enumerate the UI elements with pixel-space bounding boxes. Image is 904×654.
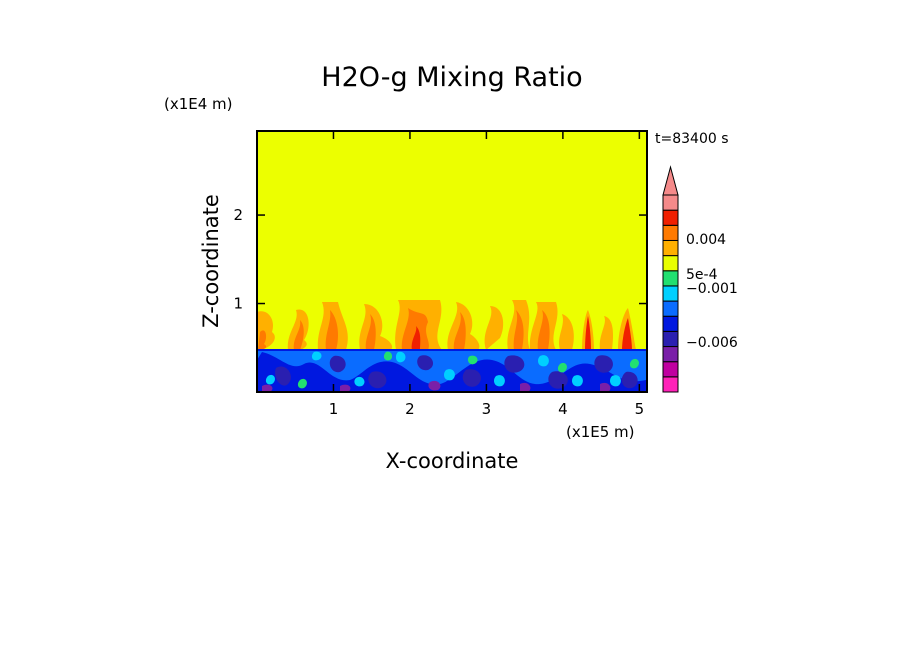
plume-core bbox=[365, 314, 376, 350]
y-tick-label: 1 bbox=[233, 295, 243, 313]
plume-core bbox=[258, 330, 267, 350]
x-tick-label: 3 bbox=[482, 400, 492, 418]
time-label: t=83400 s bbox=[655, 131, 729, 147]
colorbar-swatch bbox=[662, 285, 679, 302]
boundary-eddy bbox=[297, 351, 639, 389]
plume-core bbox=[513, 310, 524, 350]
plot-frame bbox=[256, 130, 648, 393]
colorbar-swatch bbox=[662, 239, 679, 257]
plume-core bbox=[293, 320, 304, 350]
plume-layer bbox=[257, 300, 636, 350]
chart-title: H2O-g Mixing Ratio bbox=[321, 62, 582, 93]
colorbar-label: 5e-4 bbox=[686, 267, 718, 283]
plume bbox=[287, 309, 309, 350]
y-axis: 12 bbox=[233, 206, 647, 313]
plume bbox=[599, 316, 614, 350]
plume-core bbox=[585, 316, 591, 350]
colorbar-swatch bbox=[662, 300, 679, 317]
plume-core bbox=[622, 318, 632, 350]
colorbar-swatch bbox=[662, 346, 679, 363]
plume bbox=[484, 306, 504, 350]
colorbar-swatch bbox=[662, 361, 679, 378]
colorbar-label: −0.006 bbox=[686, 335, 738, 351]
plume-core bbox=[401, 308, 429, 350]
colorbar-extend bbox=[662, 165, 679, 196]
x-tick-label: 1 bbox=[329, 400, 339, 418]
colorbar-swatch bbox=[662, 376, 679, 393]
colorbar-swatch bbox=[662, 209, 679, 226]
colorbar: 0.004 5e-4−0.001 −0.006 bbox=[662, 165, 738, 393]
colorbar-swatch bbox=[662, 315, 679, 332]
colorbar-label: −0.001 bbox=[686, 281, 738, 297]
colorbar-swatch bbox=[662, 270, 679, 287]
y-tick-label: 2 bbox=[233, 206, 243, 224]
plume-core bbox=[537, 310, 550, 350]
y-axis-label: Z-coordinate bbox=[199, 194, 223, 328]
plume-core bbox=[325, 310, 338, 350]
plume-core bbox=[411, 326, 421, 350]
x-tick-label: 5 bbox=[635, 400, 645, 418]
colorbar-swatch bbox=[662, 330, 679, 348]
colorbar-swatch bbox=[662, 194, 679, 211]
x-scale-label: (x1E5 m) bbox=[566, 423, 635, 441]
plot-area bbox=[257, 131, 647, 392]
colorbar-label: 0.004 bbox=[686, 232, 726, 248]
plume-core bbox=[453, 312, 466, 350]
colorbar-swatch bbox=[662, 224, 679, 241]
boundary-eddy bbox=[262, 380, 611, 392]
y-scale-label: (x1E4 m) bbox=[164, 95, 233, 113]
x-tick-label: 2 bbox=[405, 400, 415, 418]
x-axis-label: X-coordinate bbox=[386, 449, 519, 473]
boundary-eddy bbox=[275, 355, 638, 389]
boundary-layer bbox=[257, 349, 647, 392]
colorbar-swatch bbox=[662, 255, 679, 272]
boundary-eddy bbox=[257, 352, 646, 392]
x-tick-label: 4 bbox=[558, 400, 568, 418]
plume bbox=[559, 314, 574, 350]
x-axis: 1 2 3 4 5 bbox=[329, 131, 644, 418]
